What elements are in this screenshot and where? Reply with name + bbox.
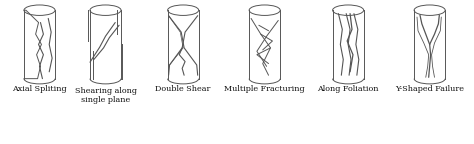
Text: Y-Shaped Failure: Y-Shaped Failure xyxy=(395,85,464,93)
Text: Shearing along
single plane: Shearing along single plane xyxy=(74,87,137,104)
Text: Axial Spliting: Axial Spliting xyxy=(12,85,67,93)
Text: Double Shear: Double Shear xyxy=(155,85,211,93)
Text: Multiple Fracturing: Multiple Fracturing xyxy=(224,85,305,93)
Text: Along Foliation: Along Foliation xyxy=(318,85,379,93)
